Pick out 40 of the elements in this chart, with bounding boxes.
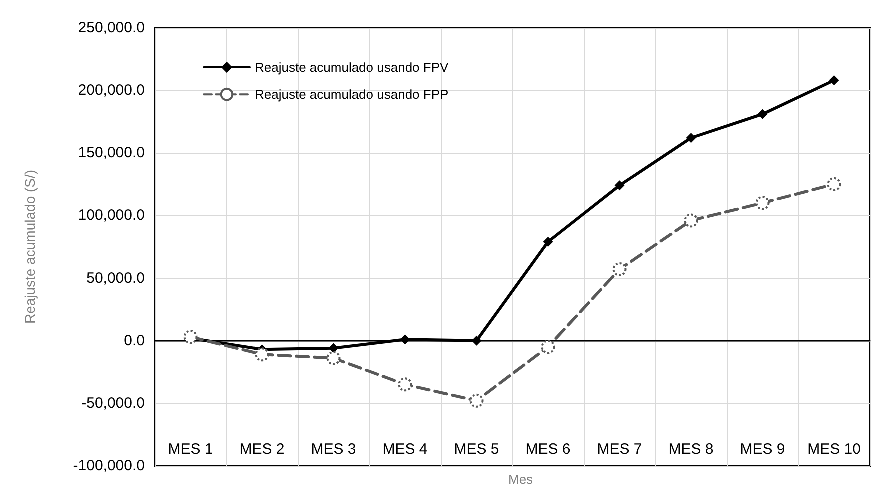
point	[400, 334, 410, 345]
point	[686, 133, 696, 144]
y-tick-label: 150,000.0	[78, 144, 145, 162]
y-tick-label: 250,000.0	[78, 20, 145, 36]
y-tick-label: -50,000.0	[82, 394, 145, 412]
point	[328, 343, 339, 354]
x-tick-label: MES 8	[668, 441, 714, 458]
point	[184, 330, 198, 344]
x-tick-label: MES 9	[740, 441, 786, 458]
x-tick-label: MES 1	[168, 441, 214, 458]
x-axis-title: Mes	[508, 472, 534, 487]
y-tick-label: 50,000.0	[86, 270, 145, 287]
point	[758, 109, 768, 120]
point	[255, 348, 270, 362]
point	[326, 351, 341, 366]
y-tick-label: 200,000.0	[78, 82, 145, 100]
point	[756, 196, 770, 210]
x-tick-label: MES 7	[597, 441, 642, 458]
x-tick-label: MES 10	[808, 441, 861, 458]
x-tick-label: MES 6	[526, 441, 571, 458]
y-axis-title: Reajuste acumulado (S/)	[22, 170, 38, 324]
legend-label: Reajuste acumulado usando FPV	[255, 60, 449, 75]
point	[827, 177, 842, 192]
legend-label: Reajuste acumulado usando FPP	[255, 87, 449, 102]
point	[543, 236, 554, 247]
point	[612, 262, 627, 277]
x-tick-label: MES 5	[454, 441, 500, 458]
x-tick-label: MES 3	[311, 441, 356, 458]
y-tick-label: 100,000.0	[78, 207, 145, 224]
y-tick-label: -100,000.0	[73, 458, 145, 474]
point	[472, 336, 482, 346]
point	[684, 214, 698, 228]
point	[470, 394, 484, 408]
y-tick-label: 0.0	[124, 332, 145, 350]
x-tick-label: MES 4	[382, 441, 428, 458]
point	[829, 76, 840, 86]
point	[541, 340, 556, 354]
point	[398, 378, 412, 392]
x-tick-label: MES 2	[240, 441, 285, 458]
point	[614, 180, 625, 191]
